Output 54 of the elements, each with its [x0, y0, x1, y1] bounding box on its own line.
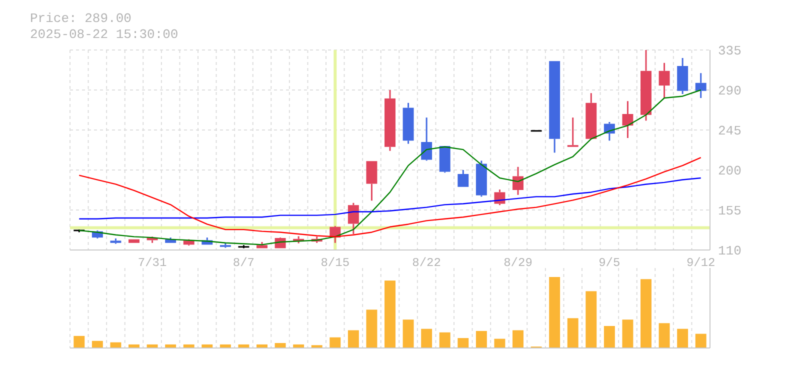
- bar: [658, 323, 670, 348]
- x-tick-label: 9/12: [686, 256, 716, 270]
- line-series: [78, 156, 702, 238]
- candlestick: [458, 169, 469, 187]
- candlestick: [366, 161, 378, 202]
- candlestick: [622, 100, 634, 139]
- candlestick: [586, 92, 597, 139]
- bar: [586, 291, 597, 348]
- bar: [402, 320, 414, 348]
- bar: [695, 334, 706, 348]
- x-tick-label: 9/5: [598, 256, 620, 270]
- bar: [549, 277, 560, 348]
- bar: [366, 310, 378, 348]
- candlestick: [658, 62, 670, 100]
- candlestick: [128, 239, 140, 243]
- candlestick: [384, 89, 396, 152]
- candlestick: [512, 166, 524, 196]
- y-tick-label: 245: [718, 124, 742, 139]
- bar: [274, 343, 286, 348]
- x-tick-label: 8/15: [320, 256, 350, 270]
- candlestick: [549, 61, 560, 154]
- bar: [92, 340, 103, 348]
- bar: [330, 337, 341, 348]
- bar: [567, 318, 578, 348]
- y-tick-label: 335: [718, 44, 742, 59]
- bar: [604, 326, 615, 348]
- y-tick-label: 155: [718, 204, 742, 219]
- bar: [458, 338, 469, 348]
- x-tick-label: 8/7: [232, 256, 255, 270]
- chart-subtitle: 2025-08-22 15:30:00: [30, 27, 178, 42]
- candlestick: [677, 57, 688, 95]
- bar: [74, 336, 85, 348]
- x-tick-label: 8/29: [504, 256, 532, 270]
- bar: [421, 328, 432, 348]
- y-tick-label: 200: [718, 164, 742, 179]
- x-tick-label: 7/31: [138, 256, 167, 270]
- candlestick: [402, 102, 414, 145]
- chart-title: Price: 289.00: [30, 11, 132, 26]
- bar: [512, 330, 524, 348]
- bar: [476, 330, 487, 348]
- bar: [677, 328, 688, 348]
- candlestick: [348, 202, 359, 235]
- bar: [640, 279, 652, 348]
- bar: [348, 330, 359, 348]
- bar: [622, 320, 634, 348]
- x-tick-label: 8/22: [412, 256, 441, 270]
- y-tick-label: 290: [718, 84, 742, 99]
- y-tick-label: 110: [718, 244, 742, 259]
- candlestick: [110, 238, 122, 245]
- candlestick: [695, 72, 706, 99]
- bar: [439, 332, 450, 348]
- candlestick: [567, 116, 578, 147]
- bar: [494, 338, 506, 348]
- bar: [384, 280, 396, 348]
